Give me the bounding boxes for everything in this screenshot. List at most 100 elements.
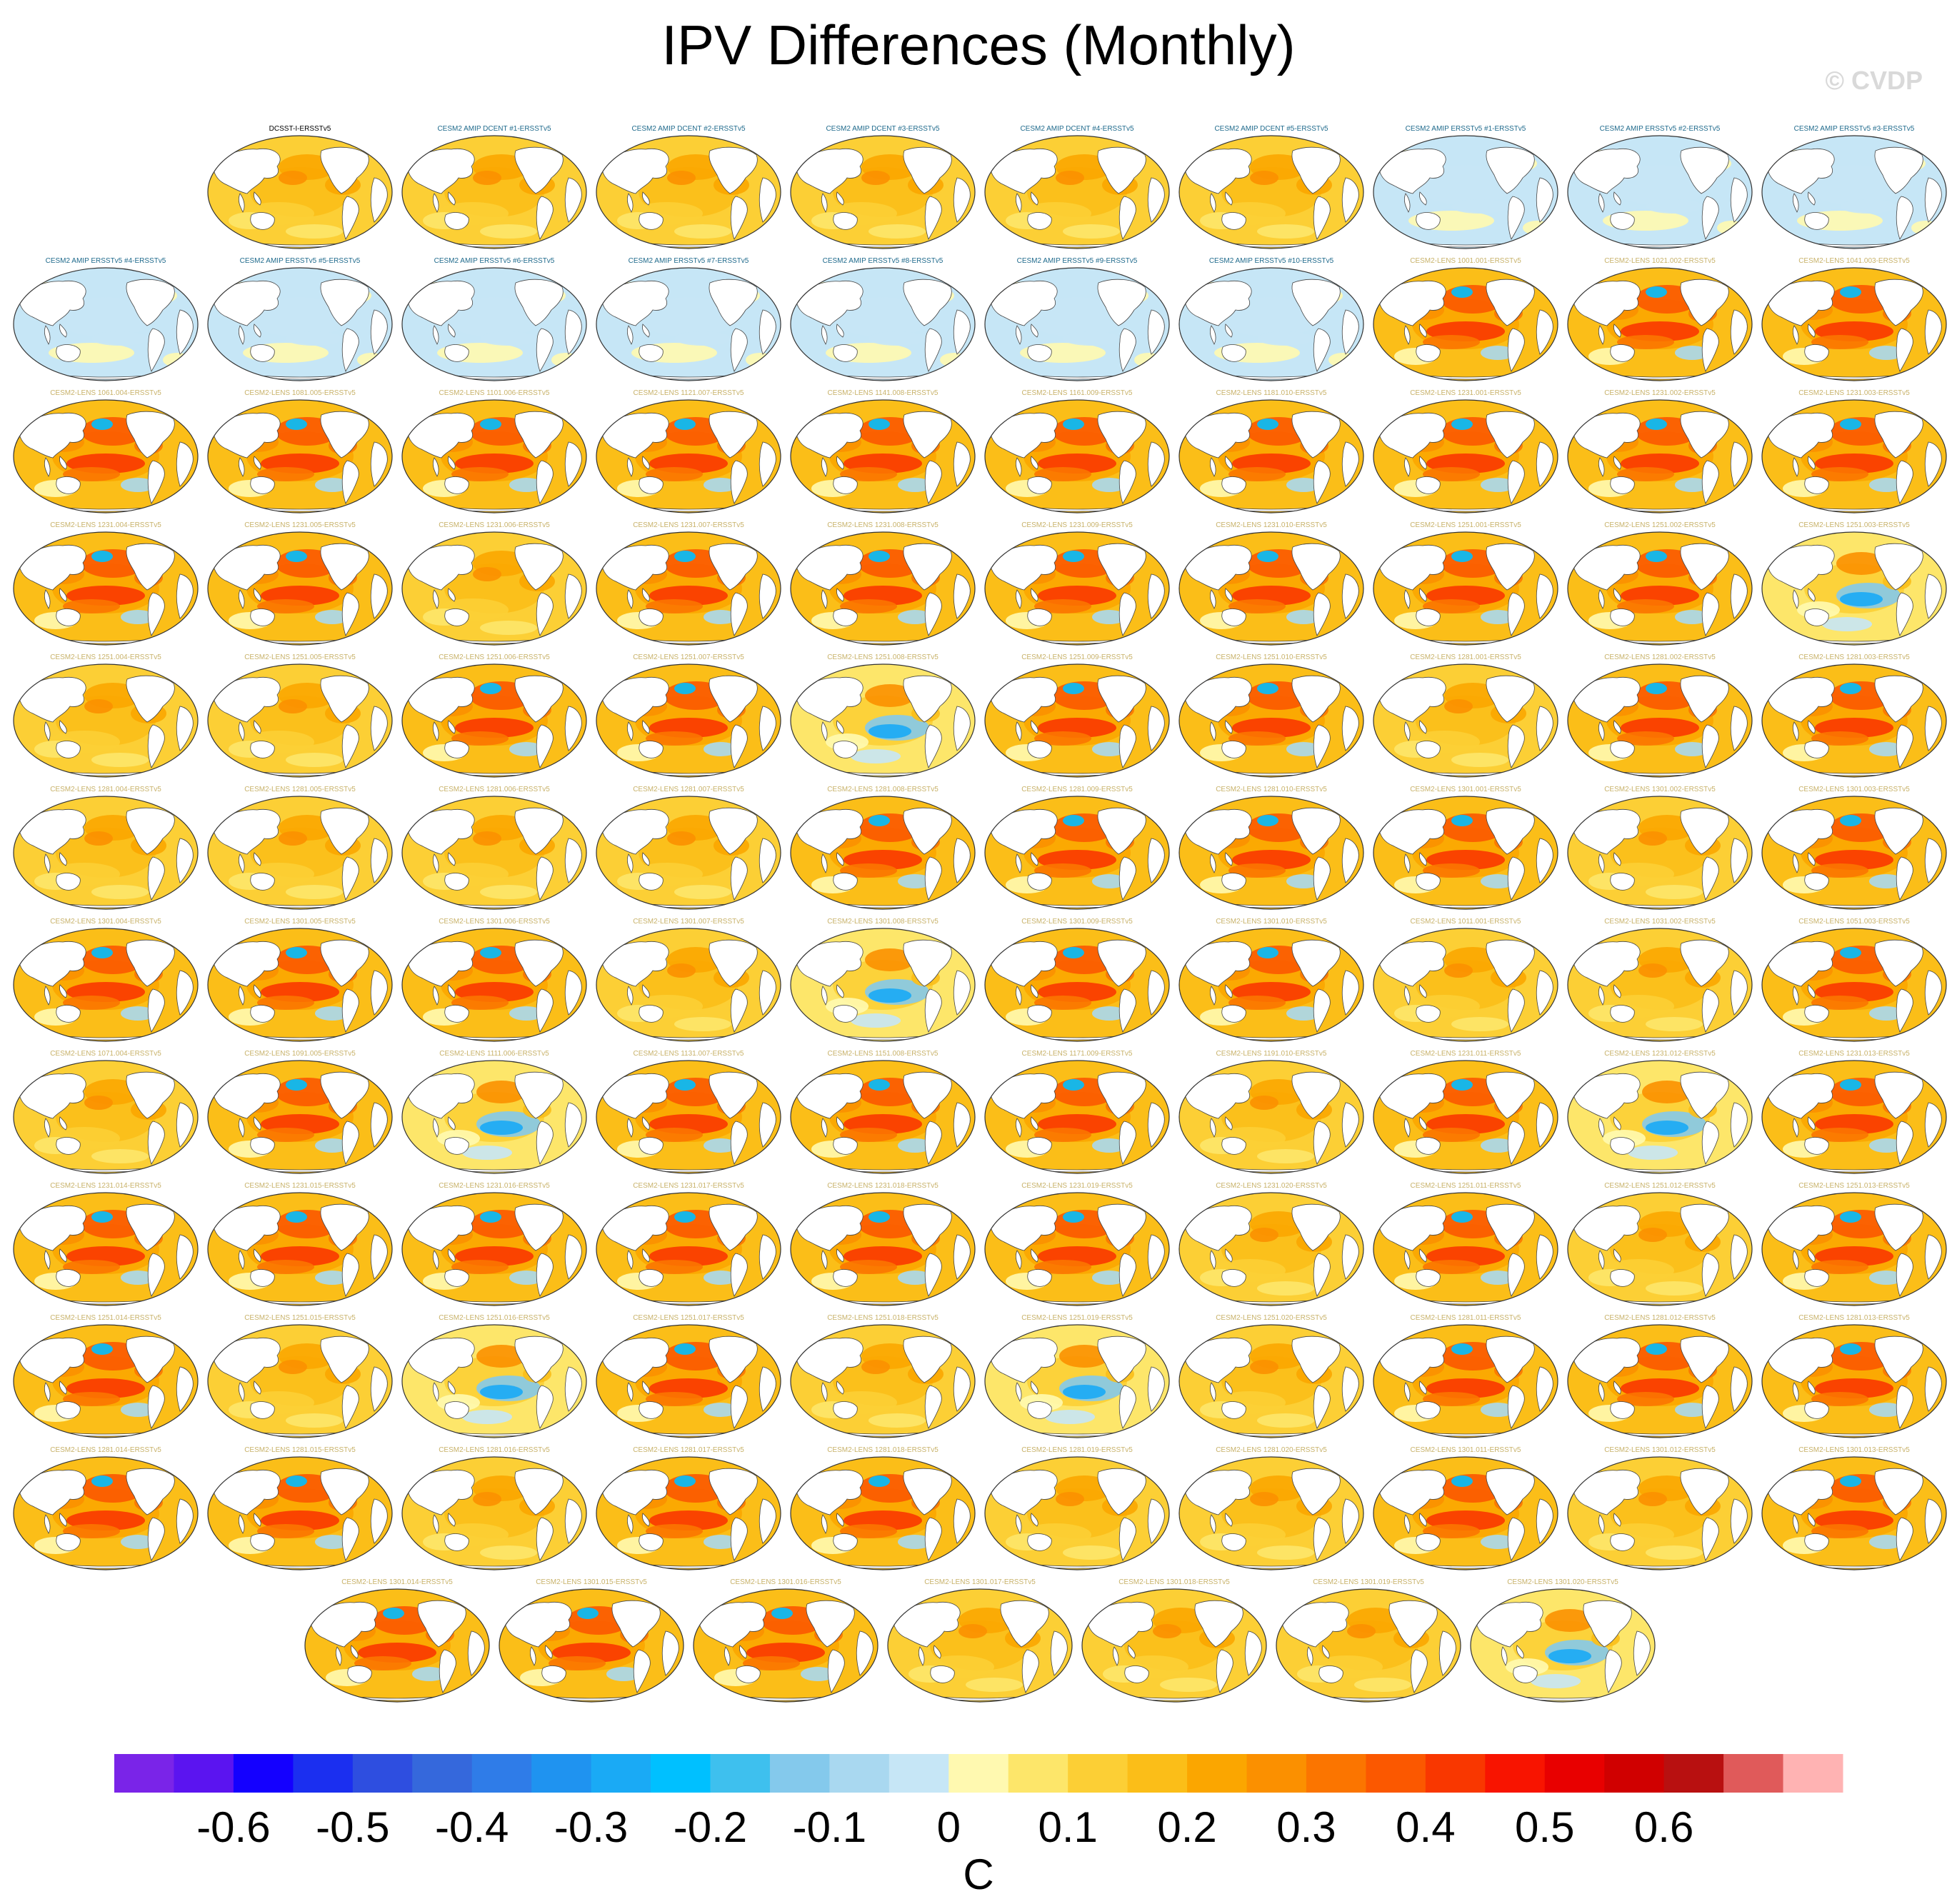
map-panel: CESM2-LENS 1301.015-ERSSTv5 bbox=[499, 1578, 684, 1703]
sst-map bbox=[1567, 267, 1753, 381]
sst-map bbox=[790, 928, 976, 1042]
sst-map bbox=[887, 1588, 1073, 1703]
colorbar-box bbox=[1485, 1754, 1546, 1793]
map-panel: CESM2-LENS 1041.003-ERSSTv5 bbox=[1761, 257, 1947, 381]
colorbar-box bbox=[352, 1754, 413, 1793]
panel-title: CESM2-LENS 1281.010-ERSSTv5 bbox=[1216, 786, 1327, 793]
map-panel: CESM2-LENS 1231.015-ERSSTv5 bbox=[207, 1182, 393, 1306]
sst-map bbox=[596, 531, 781, 646]
colorbar-box bbox=[293, 1754, 354, 1793]
colorbar-box bbox=[1663, 1754, 1724, 1793]
map-panel: CESM2-LENS 1281.010-ERSSTv5 bbox=[1178, 786, 1364, 910]
panel-title: CESM2-LENS 1301.020-ERSSTv5 bbox=[1507, 1578, 1618, 1586]
map-panel: CESM2-LENS 1281.016-ERSSTv5 bbox=[401, 1446, 587, 1570]
map-panel: CESM2-LENS 1251.004-ERSSTv5 bbox=[13, 653, 199, 778]
map-panel: CESM2-LENS 1301.011-ERSSTv5 bbox=[1373, 1446, 1558, 1570]
sst-map bbox=[401, 399, 587, 513]
panel-title: CESM2-LENS 1251.011-ERSSTv5 bbox=[1410, 1182, 1521, 1190]
sst-map bbox=[1761, 1324, 1947, 1438]
panel-title: CESM2-LENS 1231.009-ERSSTv5 bbox=[1021, 521, 1133, 529]
panel-title: CESM2-LENS 1301.007-ERSSTv5 bbox=[633, 918, 744, 926]
map-panel: CESM2-LENS 1251.012-ERSSTv5 bbox=[1567, 1182, 1753, 1306]
sst-map bbox=[984, 796, 1170, 910]
map-panel: CESM2-LENS 1231.017-ERSSTv5 bbox=[596, 1182, 781, 1306]
map-panel: CESM2 AMIP ERSSTv5 #4-ERSSTv5 bbox=[13, 257, 199, 381]
sst-map bbox=[790, 135, 976, 249]
map-panel: CESM2-LENS 1251.001-ERSSTv5 bbox=[1373, 521, 1558, 646]
map-panel: CESM2-LENS 1281.007-ERSSTv5 bbox=[596, 786, 781, 910]
sst-map bbox=[790, 1192, 976, 1306]
sst-map bbox=[13, 531, 199, 646]
sst-map bbox=[1178, 1060, 1364, 1174]
sst-map bbox=[790, 796, 976, 910]
panel-title: CESM2-LENS 1301.001-ERSSTv5 bbox=[1410, 786, 1521, 793]
panel-title: CESM2-LENS 1251.010-ERSSTv5 bbox=[1216, 653, 1327, 661]
map-panel: CESM2-LENS 1301.001-ERSSTv5 bbox=[1373, 786, 1558, 910]
colorbar-tick-label: 0.6 bbox=[1633, 1803, 1694, 1851]
map-panel: CESM2-LENS 1251.003-ERSSTv5 bbox=[1761, 521, 1947, 646]
panel-title: CESM2-LENS 1251.003-ERSSTv5 bbox=[1798, 521, 1910, 529]
map-panel: CESM2-LENS 1231.012-ERSSTv5 bbox=[1567, 1050, 1753, 1174]
map-panel: CESM2 AMIP ERSSTv5 #6-ERSSTv5 bbox=[401, 257, 587, 381]
map-panel: CESM2-LENS 1251.005-ERSSTv5 bbox=[207, 653, 393, 778]
panel-title: CESM2-LENS 1231.018-ERSSTv5 bbox=[827, 1182, 939, 1190]
panel-title: CESM2-LENS 1251.008-ERSSTv5 bbox=[827, 653, 939, 661]
map-panel: CESM2-LENS 1251.015-ERSSTv5 bbox=[207, 1314, 393, 1438]
map-panel: CESM2-LENS 1281.012-ERSSTv5 bbox=[1567, 1314, 1753, 1438]
sst-map bbox=[1178, 1456, 1364, 1570]
map-panel: CESM2-LENS 1231.010-ERSSTv5 bbox=[1178, 521, 1364, 646]
panel-title: CESM2-LENS 1281.015-ERSSTv5 bbox=[244, 1446, 356, 1454]
panel-title: CESM2-LENS 1121.007-ERSSTv5 bbox=[633, 389, 744, 397]
watermark: © CVDP bbox=[1825, 66, 1923, 95]
sst-map bbox=[984, 1192, 1170, 1306]
map-panel: CESM2-LENS 1281.005-ERSSTv5 bbox=[207, 786, 393, 910]
panel-title: CESM2-LENS 1141.008-ERSSTv5 bbox=[827, 389, 939, 397]
map-panel: CESM2-LENS 1191.010-ERSSTv5 bbox=[1178, 1050, 1364, 1174]
panel-title: CESM2 AMIP DCENT #3-ERSSTv5 bbox=[826, 125, 940, 133]
sst-map bbox=[596, 663, 781, 778]
panel-title: CESM2-LENS 1231.008-ERSSTv5 bbox=[827, 521, 939, 529]
sst-map bbox=[984, 135, 1170, 249]
sst-map bbox=[401, 1324, 587, 1438]
map-panel: CESM2-LENS 1251.019-ERSSTv5 bbox=[984, 1314, 1170, 1438]
map-panel: CESM2-LENS 1251.009-ERSSTv5 bbox=[984, 653, 1170, 778]
sst-map bbox=[13, 1192, 199, 1306]
map-panel: CESM2-LENS 1231.003-ERSSTv5 bbox=[1761, 389, 1947, 513]
sst-map bbox=[984, 1324, 1170, 1438]
map-panel: CESM2-LENS 1231.001-ERSSTv5 bbox=[1373, 389, 1558, 513]
sst-map bbox=[207, 399, 393, 513]
map-panel: CESM2-LENS 1281.008-ERSSTv5 bbox=[790, 786, 976, 910]
map-panel: CESM2-LENS 1141.008-ERSSTv5 bbox=[790, 389, 976, 513]
sst-map bbox=[1761, 1060, 1947, 1174]
map-panel: CESM2-LENS 1251.006-ERSSTv5 bbox=[401, 653, 587, 778]
sst-map bbox=[596, 796, 781, 910]
panel-title: CESM2-LENS 1281.006-ERSSTv5 bbox=[439, 786, 550, 793]
sst-map bbox=[1178, 796, 1364, 910]
map-panel: CESM2-LENS 1301.004-ERSSTv5 bbox=[13, 918, 199, 1042]
panel-title: CESM2-LENS 1111.006-ERSSTv5 bbox=[439, 1050, 549, 1058]
panel-title: CESM2-LENS 1281.009-ERSSTv5 bbox=[1021, 786, 1133, 793]
sst-map bbox=[596, 399, 781, 513]
sst-map bbox=[13, 1060, 199, 1174]
map-panel: CESM2 AMIP DCENT #5-ERSSTv5 bbox=[1178, 125, 1364, 249]
sst-map bbox=[1373, 796, 1558, 910]
colorbar-tick-label: 0.2 bbox=[1157, 1803, 1217, 1851]
panel-title: CESM2-LENS 1281.013-ERSSTv5 bbox=[1798, 1314, 1910, 1322]
colorbar-box bbox=[1127, 1754, 1188, 1793]
sst-map bbox=[1567, 928, 1753, 1042]
panel-title: CESM2-LENS 1301.008-ERSSTv5 bbox=[827, 918, 939, 926]
sst-map bbox=[1178, 1324, 1364, 1438]
panel-title: CESM2-LENS 1251.004-ERSSTv5 bbox=[50, 653, 161, 661]
map-panel: CESM2-LENS 1281.015-ERSSTv5 bbox=[207, 1446, 393, 1570]
panel-title: CESM2-LENS 1001.001-ERSSTv5 bbox=[1410, 257, 1521, 265]
colorbar-box bbox=[1544, 1754, 1605, 1793]
map-panel: CESM2-LENS 1061.004-ERSSTv5 bbox=[13, 389, 199, 513]
colorbar-box bbox=[710, 1754, 771, 1793]
panel-grid: DCSST-I-ERSSTv5 CESM2 AMIP DCENT #1-ERSST… bbox=[13, 125, 1947, 1703]
panel-title: CESM2-LENS 1231.007-ERSSTv5 bbox=[633, 521, 744, 529]
panel-title: CESM2-LENS 1231.020-ERSSTv5 bbox=[1216, 1182, 1327, 1190]
panel-title: CESM2-LENS 1251.018-ERSSTv5 bbox=[827, 1314, 939, 1322]
colorbar-box bbox=[591, 1754, 651, 1793]
map-panel: CESM2-LENS 1231.009-ERSSTv5 bbox=[984, 521, 1170, 646]
map-panel: CESM2-LENS 1231.016-ERSSTv5 bbox=[401, 1182, 587, 1306]
